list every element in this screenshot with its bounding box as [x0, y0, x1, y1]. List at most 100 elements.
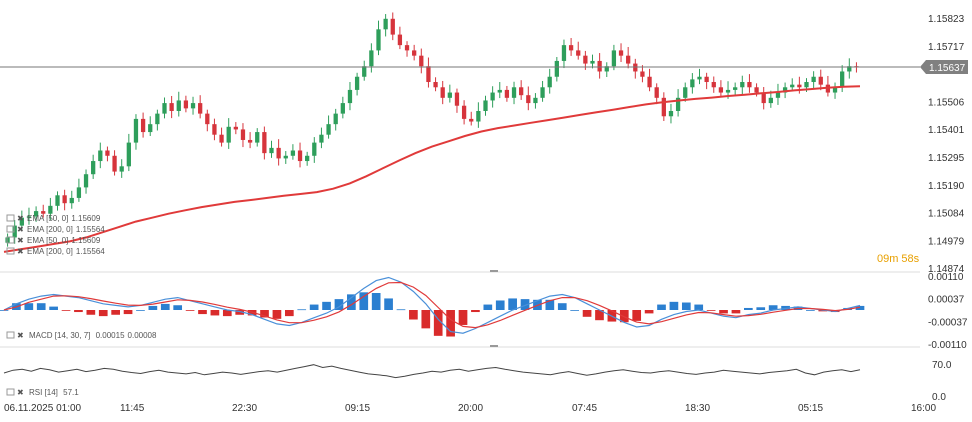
countdown-m: m [889, 253, 898, 265]
price-panel[interactable]: 1.15823 1.15717 1.15506 1.15401 1.15295 1.151… [0, 12, 968, 275]
macd-value-2: 0.00008 [128, 331, 157, 340]
overlay-legend-entry: EMA [200, 0] 1.15564 [27, 247, 105, 256]
macd-histogram-bar [595, 310, 604, 321]
candle-body [283, 155, 288, 159]
price-tick-label: 1.15401 [928, 125, 965, 136]
candle-body [55, 195, 60, 206]
price-tick-label: 1.14979 [928, 236, 965, 247]
candle-body [126, 142, 131, 167]
overlay-close-icon[interactable]: ✖ [17, 225, 24, 234]
overlay-close-icon[interactable]: ✖ [17, 214, 24, 223]
candle-body [747, 82, 752, 88]
overlay-name: EMA [50, 0] [27, 236, 68, 245]
rsi-tick-label: 0.0 [932, 392, 946, 403]
candle-body [454, 92, 460, 106]
candle-body [326, 124, 331, 135]
time-tick-label: 20:00 [458, 403, 483, 414]
rsi-label: RSI [14] [29, 388, 58, 397]
macd-histogram-bar [136, 310, 145, 311]
macd-histogram-bar [756, 307, 766, 310]
macd-tick-label: 0.00037 [928, 295, 965, 306]
candle-body [740, 82, 745, 88]
current-price-tag-shape [920, 59, 968, 74]
candle-body [105, 150, 110, 156]
candle-body [247, 139, 253, 143]
macd-label: MACD [14, 30, 7] [29, 331, 90, 340]
rsi-line [3, 364, 861, 379]
macd-histogram-bar [409, 310, 418, 320]
overlay-value: 1.15564 [76, 225, 105, 234]
macd-axis: 0.00110 0.00037 -0.00037 -0.00110 [928, 272, 968, 351]
candle-body [725, 89, 731, 93]
overlay-settings-icon[interactable] [6, 225, 15, 233]
candle-body [404, 45, 410, 51]
candle-body [633, 63, 638, 72]
candle-body [83, 174, 89, 188]
candle-body [568, 45, 574, 51]
candle-body [262, 132, 267, 154]
candle-body [675, 97, 681, 111]
macd-histogram-bar [260, 310, 269, 318]
rsi-settings-icon[interactable] [6, 388, 15, 396]
macd-histogram-bar [495, 300, 505, 310]
candle-body [190, 103, 196, 109]
overlay-name: EMA [50, 0] [27, 214, 68, 223]
macd-close-icon[interactable]: ✖ [17, 331, 24, 340]
candle-body [533, 97, 538, 104]
candle-body [5, 237, 10, 243]
macd-histogram-bar [855, 305, 865, 310]
macd-histogram-bar [322, 301, 331, 310]
candle-body [383, 18, 388, 30]
candle-body [433, 82, 438, 88]
rsi-legend: ✖ RSI [14] 57.1 [6, 388, 79, 397]
overlay-close-icon[interactable]: ✖ [17, 236, 24, 245]
panel-resize-handle[interactable] [490, 345, 498, 347]
macd-panel[interactable]: 0.00110 0.00037 -0.00037 -0.00110 ✖ MACD [1… [0, 272, 968, 351]
candle-body [233, 126, 238, 130]
macd-histogram-bar [508, 298, 517, 310]
candle-body [697, 76, 702, 80]
candle-body [811, 76, 816, 83]
macd-settings-icon[interactable] [6, 331, 15, 339]
candle-body [611, 50, 617, 67]
macd-histogram-bar [309, 304, 319, 310]
candle-body [718, 87, 724, 93]
overlay-settings-icon[interactable] [6, 236, 15, 244]
overlay-settings-icon[interactable] [6, 247, 15, 255]
rsi-close-icon[interactable]: ✖ [17, 388, 24, 397]
candle-body [376, 29, 381, 51]
candle-body [112, 155, 117, 172]
candle-body [540, 87, 545, 98]
macd-histogram-bar [657, 304, 666, 310]
macd-histogram-bar [98, 310, 108, 317]
overlay-settings-icon[interactable] [6, 214, 15, 222]
candle-body [832, 87, 838, 93]
candle-body [340, 103, 345, 114]
macd-tick-label: 0.00110 [928, 272, 964, 283]
panel-resize-handle[interactable] [490, 270, 498, 272]
macd-histogram-bar [359, 292, 369, 310]
candle-body [119, 166, 124, 172]
candle-body [419, 55, 424, 67]
overlay-close-icon[interactable]: ✖ [17, 247, 24, 256]
macd-histogram-bar [347, 294, 356, 310]
candle-body [683, 87, 688, 98]
candle-body [269, 147, 274, 154]
macd-value-1: 0.00015 [96, 331, 125, 340]
time-tick-label: 22:30 [232, 403, 257, 414]
candle-body [583, 55, 588, 64]
overlay-value: 1.15609 [71, 214, 100, 223]
price-tick-label: 1.15190 [928, 181, 965, 192]
candle-body [711, 82, 716, 88]
candle-body [640, 71, 645, 77]
candle-body [840, 71, 845, 88]
macd-histogram-bar [36, 303, 46, 310]
rsi-panel[interactable]: 70.0 0.0 ✖ RSI [14] 57.1 [3, 360, 952, 403]
candle-body [312, 142, 317, 156]
candle-body [790, 84, 795, 88]
macd-histogram-bar [483, 304, 493, 310]
candle-body [41, 211, 46, 214]
macd-histogram-bar [173, 305, 183, 310]
macd-histogram-bar [446, 310, 455, 337]
